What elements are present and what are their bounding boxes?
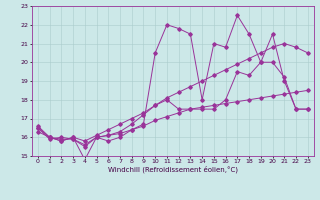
X-axis label: Windchill (Refroidissement éolien,°C): Windchill (Refroidissement éolien,°C)	[108, 166, 238, 173]
